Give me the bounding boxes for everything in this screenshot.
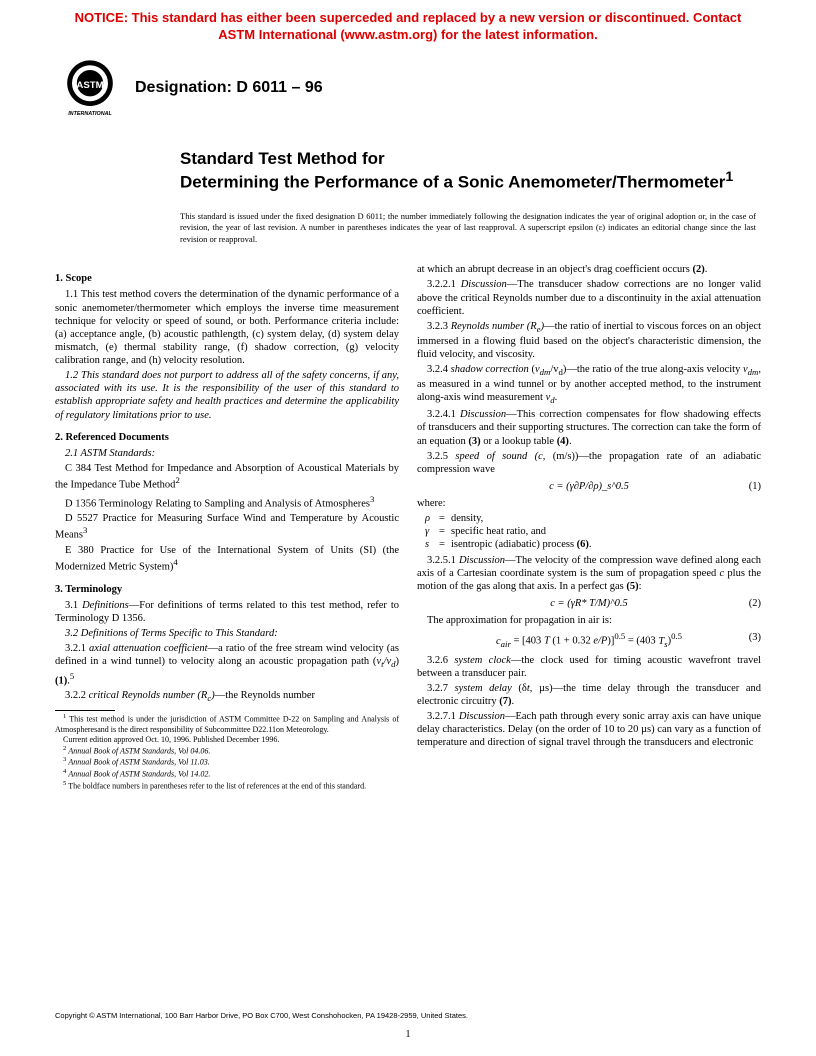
right-column: at which an abrupt decrease in an object… [417, 263, 761, 791]
issuance-note: This standard is issued under the fixed … [0, 199, 816, 257]
astm-logo: ASTM INTERNATIONAL [60, 58, 120, 118]
para-3-2-6: 3.2.6 system clock—the clock used for ti… [417, 654, 761, 680]
ref-e380: E 380 Practice for Use of the Internatio… [55, 544, 399, 574]
footnote-1: 1 This test method is under the jurisdic… [55, 713, 399, 735]
equation-3: cair = [403 T (1 + 0.32 e/P)]0.5 = (403 … [417, 631, 761, 650]
ref-d1356: D 1356 Terminology Relating to Sampling … [55, 494, 399, 511]
para-3-2-7: 3.2.7 system delay (δt, µs)—the time del… [417, 682, 761, 708]
footnote-rule [55, 710, 115, 711]
para-3-1: 3.1 Definitions—For definitions of terms… [55, 599, 399, 625]
footnote-1b: Current edition approved Oct. 10, 1996. … [55, 735, 399, 745]
title-block: Standard Test Method for Determining the… [0, 118, 816, 199]
title-sup: 1 [725, 169, 733, 185]
title-line1: Standard Test Method for [180, 149, 385, 168]
equation-1: c = (γ∂P/∂ρ)_s^0.5(1) [417, 480, 761, 493]
scope-head: 1. Scope [55, 272, 399, 285]
header: ASTM INTERNATIONAL Designation: D 6011 –… [0, 48, 816, 118]
footnote-4: 4 Annual Book of ASTM Standards, Vol 14.… [55, 768, 399, 780]
footnote-3: 3 Annual Book of ASTM Standards, Vol 11.… [55, 756, 399, 768]
para-3-2-5: 3.2.5 speed of sound (c, (m/s))—the prop… [417, 450, 761, 476]
where-label: where: [417, 497, 761, 510]
svg-text:ASTM: ASTM [76, 80, 103, 91]
para-1-1: 1.1 This test method covers the determin… [55, 288, 399, 367]
footnote-5: 5 The boldface numbers in parentheses re… [55, 780, 399, 792]
para-3-2-2-1: 3.2.2.1 Discussion—The transducer shadow… [417, 278, 761, 317]
approx-label: The approximation for propagation in air… [417, 614, 761, 627]
designation: Designation: D 6011 – 96 [135, 79, 323, 97]
page-number: 1 [0, 1029, 816, 1040]
para-3-2-5-1: 3.2.5.1 Discussion—The velocity of the c… [417, 554, 761, 593]
ref-d5527: D 5527 Practice for Measuring Surface Wi… [55, 512, 399, 542]
ref-c384: C 384 Test Method for Impedance and Abso… [55, 462, 399, 492]
para-3-2-1: 3.2.1 axial attenuation coefficient—a ra… [55, 642, 399, 687]
para-2-1: 2.1 ASTM Standards: [55, 447, 399, 460]
ref-docs-head: 2. Referenced Documents [55, 431, 399, 444]
title-line2: Determining the Performance of a Sonic A… [180, 173, 725, 192]
notice-banner: NOTICE: This standard has either been su… [0, 0, 816, 48]
where-table: ρ=density, γ=specific heat ratio, and s=… [425, 512, 761, 551]
equation-2: c = (γR* T/M)^0.5(2) [417, 597, 761, 610]
para-3-2: 3.2 Definitions of Terms Specific to Thi… [55, 627, 399, 640]
svg-text:INTERNATIONAL: INTERNATIONAL [68, 111, 112, 117]
terminology-head: 3. Terminology [55, 583, 399, 596]
copyright: Copyright © ASTM International, 100 Barr… [55, 1011, 468, 1020]
para-3-2-7-1: 3.2.7.1 Discussion—Each path through eve… [417, 710, 761, 749]
para-col2-cont: at which an abrupt decrease in an object… [417, 263, 761, 276]
footnote-2: 2 Annual Book of ASTM Standards, Vol 04.… [55, 745, 399, 757]
para-3-2-4-1: 3.2.4.1 Discussion—This correction compe… [417, 408, 761, 447]
left-column: 1. Scope 1.1 This test method covers the… [55, 263, 399, 791]
para-3-2-3: 3.2.3 Reynolds number (Re)—the ratio of … [417, 320, 761, 361]
para-1-2: 1.2 This standard does not purport to ad… [55, 369, 399, 422]
para-3-2-4: 3.2.4 shadow correction (vdm/vd)—the rat… [417, 363, 761, 406]
para-3-2-2: 3.2.2 critical Reynolds number (Rc)—the … [55, 689, 399, 704]
body-columns: 1. Scope 1.1 This test method covers the… [0, 257, 816, 791]
